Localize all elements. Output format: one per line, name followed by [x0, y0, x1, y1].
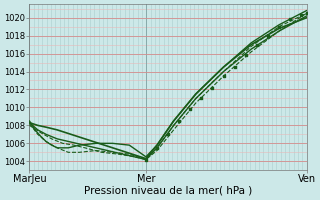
Point [188, 108, 193, 111]
Point [243, 54, 248, 57]
Point [221, 74, 226, 78]
Point [304, 12, 309, 15]
Point [199, 97, 204, 100]
Point [143, 158, 148, 161]
Point [299, 13, 304, 17]
Point [254, 43, 260, 46]
X-axis label: Pression niveau de la mer( hPa ): Pression niveau de la mer( hPa ) [84, 186, 252, 196]
Point [276, 25, 282, 28]
Point [232, 65, 237, 69]
Point [265, 34, 270, 37]
Point [210, 86, 215, 89]
Point [288, 18, 293, 21]
Point [177, 119, 182, 122]
Point [155, 146, 160, 149]
Point [165, 133, 171, 136]
